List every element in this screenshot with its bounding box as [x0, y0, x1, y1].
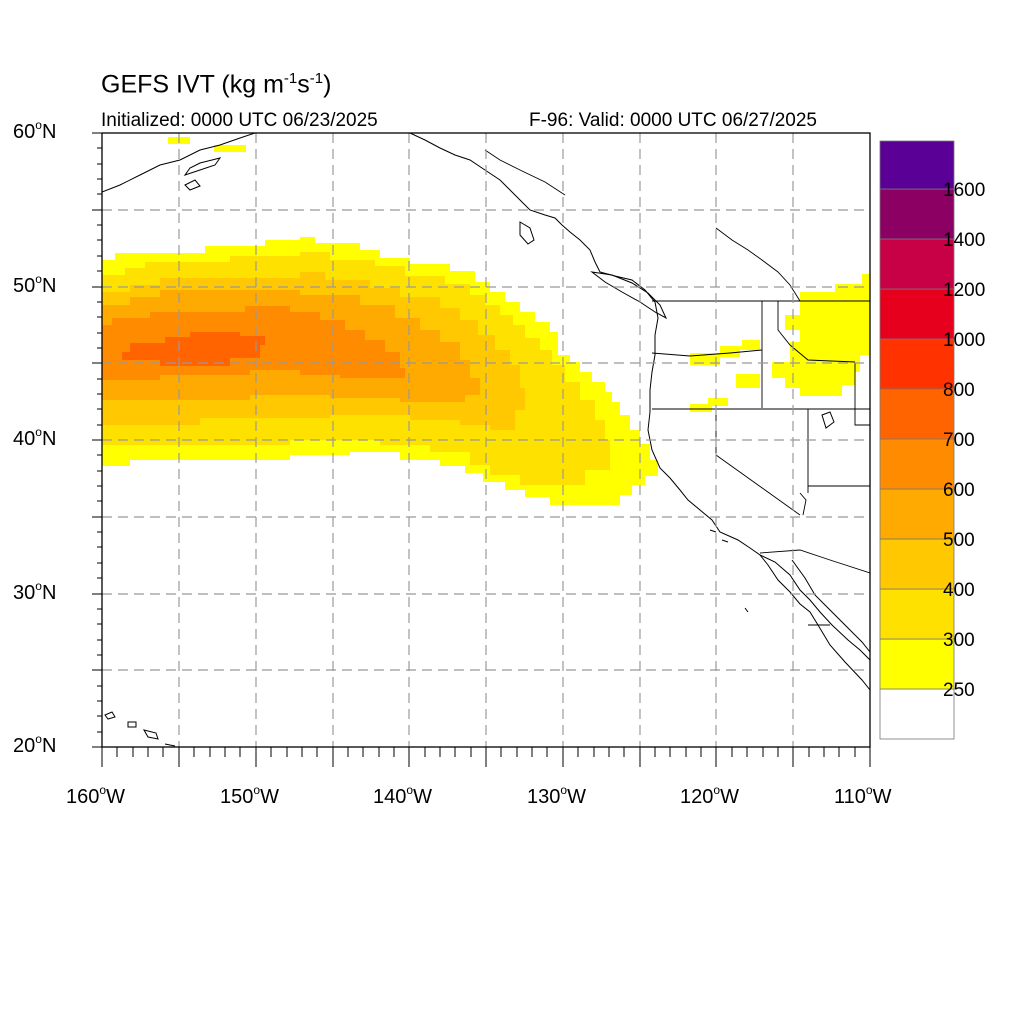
map-title: GEFS IVT (kg m-1s-1): [101, 70, 332, 99]
colorbar-swatch-5: [879, 438, 955, 490]
colorbar-label-250: 250: [943, 680, 975, 701]
lon-label-130w: 130oW: [527, 783, 586, 808]
colorbar-swatch-1: [879, 638, 955, 690]
colorbar-label-600: 600: [943, 480, 975, 501]
axis-ticks: [92, 132, 871, 767]
major-ticks-left: [92, 132, 102, 748]
minor-ticks-left: [97, 147, 102, 733]
coastline-haida-gwaii: [519, 221, 535, 245]
lat-label-20n: 20oN: [13, 732, 57, 757]
border-us-mexico: [759, 549, 870, 574]
ivt-patch-alaska-2: [214, 145, 246, 152]
ivt-patch-idaho: [736, 374, 760, 388]
border-colorado-river: [799, 492, 807, 516]
colorbar-swatch-4: [879, 488, 955, 540]
great-salt-lake: [821, 411, 835, 429]
lon-label-120w: 120oW: [680, 783, 739, 808]
ivt-field: [102, 137, 870, 505]
coastline-alaska-islands: [183, 157, 222, 176]
colorbar-swatch-11: [879, 140, 955, 190]
border-id: [761, 301, 856, 408]
ivt-patch-nevada: [690, 398, 728, 412]
ivt-patch-oregon: [690, 340, 760, 365]
coastline-vancouver-island: [590, 271, 668, 320]
coastline-kodiak: [184, 179, 201, 191]
colorbar-swatch-10: [879, 188, 955, 240]
coastline-alaska: [102, 133, 256, 193]
coastline-hawaii: [104, 711, 176, 747]
lat-label-50n: 50oN: [13, 272, 57, 297]
lat-label-40n: 40oN: [13, 425, 57, 450]
colorbar-swatch-9: [879, 238, 955, 290]
colorbar-label-400: 400: [943, 580, 975, 601]
major-ticks-bottom: [101, 747, 871, 767]
colorbar-swatch-2: [879, 588, 955, 640]
ivt-band-700: [122, 332, 265, 366]
border-bc-alaska: [484, 149, 566, 196]
graticule: [102, 133, 870, 747]
border-canada-bc-alberta: [715, 227, 801, 302]
colorbar-swatch-3: [879, 538, 955, 590]
ivt-patch-montana: [772, 274, 870, 396]
colorbar-label-1600: 1600: [943, 180, 986, 201]
colorbar-label-1200: 1200: [943, 280, 986, 301]
colorbar-label-1000: 1000: [943, 330, 986, 351]
lon-label-110w: 110oW: [834, 783, 892, 808]
border-ut-co: [854, 363, 870, 426]
minor-ticks-bottom: [116, 747, 856, 757]
colorbar-swatch-8: [879, 288, 955, 340]
colorbar-swatch-6: [879, 388, 955, 440]
lat-label-60n: 60oN: [13, 118, 57, 143]
colorbar-swatch-0: [879, 688, 955, 740]
coastline-gulf-california: [791, 559, 870, 653]
colorbar-label-300: 300: [943, 630, 975, 651]
init-time-label: Initialized: 0000 UTC 06/23/2025: [101, 110, 378, 131]
colorbar: [879, 140, 955, 740]
colorbar-label-1400: 1400: [943, 230, 986, 251]
lon-label-160w: 160oW: [66, 783, 125, 808]
valid-time-label: F-96: Valid: 0000 UTC 06/27/2025: [529, 110, 817, 131]
lon-label-150w: 150oW: [220, 783, 279, 808]
lon-label-140w: 140oW: [373, 783, 432, 808]
colorbar-label-800: 800: [943, 380, 975, 401]
coastline-channel-islands: [709, 529, 749, 613]
border-wa-or: [651, 349, 763, 357]
coastline-baja: [759, 554, 870, 661]
gridline-lat: [102, 209, 870, 671]
lat-label-30n: 30oN: [13, 579, 57, 604]
borders: [484, 149, 870, 626]
colorbar-label-500: 500: [943, 530, 975, 551]
colorbar-label-700: 700: [943, 430, 975, 451]
border-ca-nv: [715, 409, 801, 516]
